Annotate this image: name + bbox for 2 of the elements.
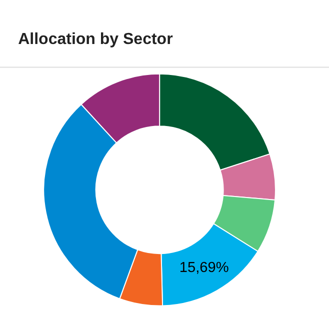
chart-title: Allocation by Sector — [18, 31, 173, 48]
data-label: 15,69% — [179, 260, 229, 276]
